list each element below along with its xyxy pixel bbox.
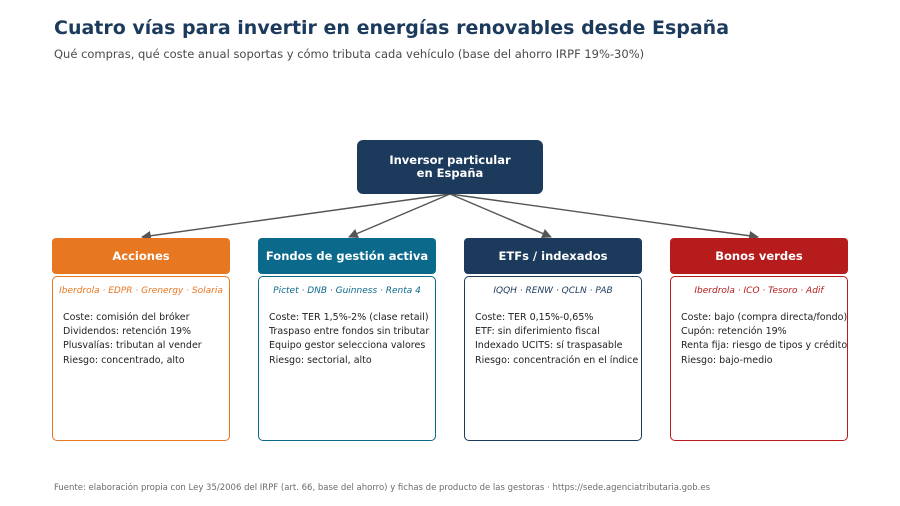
page-subtitle: Qué compras, qué coste anual soportas y … xyxy=(54,47,645,61)
fact-item: Coste: TER 0,15%-0,65% xyxy=(475,312,594,323)
fact-item: Riesgo: concentrado, alto xyxy=(63,354,185,366)
branch-examples: Iberdrola · ICO · Tesoro · Adif xyxy=(694,286,824,296)
arrow-to-etfs xyxy=(449,193,552,239)
root-node-line1: Inversor particular xyxy=(389,153,511,167)
source-footnote: Fuente: elaboración propia con Ley 35/20… xyxy=(54,483,710,493)
fact-item: Coste: TER 1,5%-2% (clase retail) xyxy=(269,312,429,323)
fact-item: Coste: bajo (compra directa/fondo) xyxy=(681,312,848,323)
branch-card-fondos: Pictet · DNB · Guinness · Renta 4 Coste:… xyxy=(258,276,436,441)
branch-facts: Coste: bajo (compra directa/fondo) Cupón… xyxy=(681,311,847,368)
fact-item: Coste: comisión del bróker xyxy=(63,312,190,323)
fact-item: Dividendos: retención 19% xyxy=(63,326,192,338)
root-node-line2: en España xyxy=(416,166,484,180)
fact-item: Renta fija: riesgo de tipos y crédito xyxy=(681,340,848,352)
branch-examples: Iberdrola · EDPR · Grenergy · Solaria xyxy=(59,286,223,296)
fact-item: Indexado UCITS: sí traspasable xyxy=(475,340,623,352)
fact-item: Traspaso entre fondos sin tributar xyxy=(269,326,430,338)
fact-item: Plusvalías: tributan al vender xyxy=(63,340,202,352)
arrow-to-fondos xyxy=(348,193,451,239)
branch-title: Acciones xyxy=(112,249,170,263)
branch-header-acciones: Acciones xyxy=(52,238,230,274)
arrow-to-acciones xyxy=(141,193,451,241)
fact-item: Cupón: retención 19% xyxy=(681,326,787,338)
root-node-investor: Inversor particular en España xyxy=(357,140,543,194)
root-node-label: Inversor particular en España xyxy=(389,154,510,180)
branch-header-etfs: ETFs / indexados xyxy=(464,238,642,274)
branch-card-bonos: Iberdrola · ICO · Tesoro · Adif Coste: b… xyxy=(670,276,848,441)
branch-facts: Coste: TER 0,15%-0,65% ETF: sin diferimi… xyxy=(475,311,638,368)
branch-card-acciones: Iberdrola · EDPR · Grenergy · Solaria Co… xyxy=(52,276,230,441)
fact-item: Riesgo: sectorial, alto xyxy=(269,354,372,366)
branch-examples: IQQH · RENW · QCLN · PAB xyxy=(493,286,613,296)
page-title: Cuatro vías para invertir en energías re… xyxy=(54,17,730,39)
fact-item: ETF: sin diferimiento fiscal xyxy=(475,326,600,338)
branch-examples: Pictet · DNB · Guinness · Renta 4 xyxy=(273,286,421,296)
branch-facts: Coste: TER 1,5%-2% (clase retail) Traspa… xyxy=(269,311,429,368)
branch-title: Fondos de gestión activa xyxy=(265,249,429,263)
fact-item: Equipo gestor selecciona valores xyxy=(269,340,426,352)
arrow-to-bonos xyxy=(449,193,759,241)
fact-item: Riesgo: bajo-medio xyxy=(681,354,773,366)
branch-card-etfs: IQQH · RENW · QCLN · PAB Coste: TER 0,15… xyxy=(464,276,642,441)
branch-title: ETFs / indexados xyxy=(498,249,608,263)
branch-title: Bonos verdes xyxy=(715,249,803,263)
branch-header-bonos: Bonos verdes xyxy=(670,238,848,274)
branch-facts: Coste: comisión del bróker Dividendos: r… xyxy=(63,311,202,368)
fact-item: Riesgo: concentración en el índice xyxy=(475,354,639,366)
branch-header-fondos: Fondos de gestión activa xyxy=(258,238,436,274)
